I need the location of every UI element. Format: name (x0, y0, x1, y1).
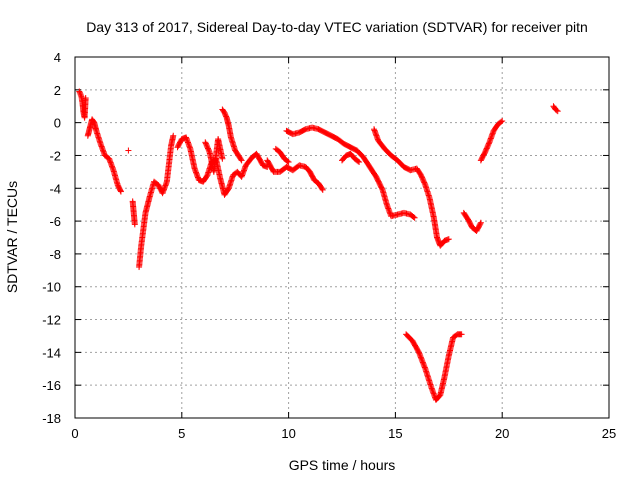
y-tick-label: -12 (42, 313, 61, 328)
data-point (485, 140, 492, 147)
y-tick-label: -2 (49, 148, 61, 163)
x-tick-label: 15 (388, 426, 402, 441)
data-point (117, 188, 124, 195)
data-point (477, 220, 484, 227)
x-tick-label: 10 (281, 426, 295, 441)
data-point (445, 236, 452, 243)
y-tick-label: -10 (42, 280, 61, 295)
data-point (206, 147, 213, 154)
data-point (554, 108, 561, 115)
data-point (498, 118, 505, 125)
x-axis-label: GPS time / hours (289, 457, 396, 473)
data-point (458, 331, 465, 338)
data-point (77, 92, 84, 99)
y-tick-label: 0 (54, 116, 61, 131)
data-point (410, 213, 417, 220)
data-point (170, 132, 177, 139)
y-tick-label: -18 (42, 411, 61, 426)
data-point (421, 180, 428, 187)
y-tick-label: 4 (54, 50, 61, 65)
data-point (553, 107, 560, 114)
data-point (356, 159, 363, 166)
data-point (379, 185, 386, 192)
y-tick-label: 2 (54, 83, 61, 98)
y-tick-label: -6 (49, 214, 61, 229)
data-point (319, 186, 326, 193)
y-tick-label: -14 (42, 345, 61, 360)
data-point (219, 155, 226, 162)
data-point (284, 158, 291, 165)
x-tick-label: 20 (495, 426, 509, 441)
data-point (477, 219, 484, 226)
grid-lines (75, 57, 609, 418)
data-point (319, 185, 326, 192)
plot-frame (74, 56, 610, 419)
data-point (131, 221, 138, 228)
data-point (285, 159, 292, 166)
x-tick-label: 25 (602, 426, 616, 441)
y-tick-label: -4 (49, 181, 61, 196)
data-point (237, 156, 244, 163)
data-point (82, 95, 89, 102)
x-tick-label: 0 (71, 426, 78, 441)
y-tick-label: -16 (42, 378, 61, 393)
data-point (117, 187, 124, 194)
data-point (355, 158, 362, 165)
x-tick-label: 5 (178, 426, 185, 441)
data-point (411, 214, 418, 221)
y-tick-label: -8 (49, 247, 61, 262)
data-series-sdtvar (76, 88, 561, 403)
chart-title: Day 313 of 2017, Sidereal Day-to-day VTE… (86, 19, 588, 35)
y-axis-label: SDTVAR / TECUs (4, 181, 20, 293)
data-point (238, 157, 245, 164)
data-point (499, 117, 506, 124)
data-point (125, 147, 132, 154)
